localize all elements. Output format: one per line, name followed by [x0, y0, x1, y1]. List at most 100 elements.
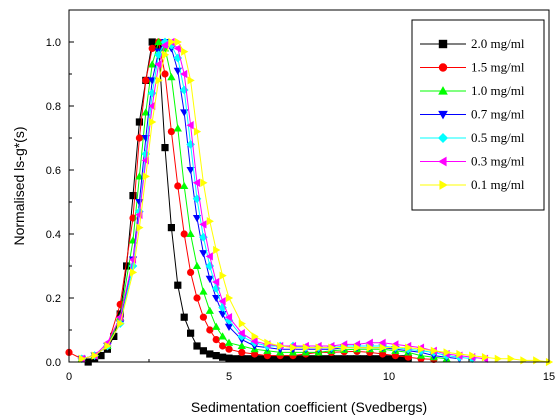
data-point — [181, 47, 189, 56]
data-point — [238, 348, 246, 356]
data-point — [199, 250, 208, 258]
data-point — [224, 313, 233, 322]
data-point — [212, 336, 220, 344]
data-point — [180, 69, 188, 79]
data-point — [154, 37, 163, 46]
data-point — [250, 337, 258, 346]
data-point — [161, 70, 169, 78]
data-point — [277, 341, 285, 351]
data-point — [167, 128, 175, 136]
data-point — [347, 355, 355, 363]
data-point — [161, 50, 170, 59]
data-point — [187, 268, 195, 276]
data-point — [379, 355, 387, 363]
data-point — [205, 252, 213, 261]
legend-item: 0.5 mg/ml — [420, 130, 525, 145]
y-tick-label: 0.0 — [46, 357, 61, 369]
x-tick-label: 0 — [66, 371, 72, 383]
data-point — [179, 85, 189, 95]
data-point — [206, 217, 214, 226]
data-point — [180, 313, 188, 321]
data-point — [212, 277, 220, 287]
data-point — [193, 342, 201, 350]
data-point — [141, 108, 150, 116]
data-point — [264, 338, 272, 347]
data-point — [365, 338, 373, 347]
series-7 — [78, 37, 554, 367]
data-point — [173, 124, 182, 132]
data-point — [366, 343, 374, 352]
data-point — [186, 166, 195, 175]
series-line — [81, 41, 486, 360]
data-point — [91, 351, 99, 360]
data-point — [193, 294, 201, 302]
data-point — [97, 352, 105, 360]
data-point — [174, 37, 182, 47]
legend-label: 2.0 mg/ml — [471, 36, 525, 51]
y-tick-label: 1.0 — [46, 37, 61, 49]
x-tick-label: 15 — [543, 371, 555, 383]
data-point — [219, 353, 227, 361]
axis-ticks: 0 5 10 15 0.0 0.2 0.4 0.6 0.8 1.0 — [46, 37, 555, 383]
data-point — [129, 268, 138, 277]
data-point — [218, 332, 227, 340]
data-point — [149, 117, 157, 127]
legend-marker — [438, 63, 448, 72]
data-point — [192, 178, 201, 187]
data-point — [237, 341, 246, 350]
data-point — [199, 220, 207, 229]
data-point — [219, 342, 227, 350]
data-point — [315, 355, 323, 363]
data-point — [205, 275, 214, 283]
data-point — [136, 223, 144, 232]
legend-label: 0.1 mg/ml — [471, 177, 525, 192]
data-point — [142, 172, 150, 181]
data-point — [199, 313, 207, 321]
legend-marker — [437, 132, 449, 144]
data-point — [244, 355, 252, 363]
data-point — [289, 343, 298, 352]
data-point — [366, 355, 374, 363]
data-point — [168, 37, 176, 47]
data-point — [225, 293, 234, 303]
data-point — [155, 76, 163, 85]
data-point — [148, 38, 156, 46]
data-point — [238, 319, 246, 328]
data-point — [494, 354, 502, 363]
data-point — [187, 76, 195, 85]
data-point — [160, 41, 169, 50]
data-point — [257, 355, 265, 363]
data-point — [430, 346, 438, 355]
data-point — [315, 343, 323, 352]
data-point — [192, 261, 202, 270]
data-point — [123, 262, 131, 270]
data-point — [295, 355, 303, 363]
data-point — [205, 306, 214, 314]
legend-item: 2.0 mg/ml — [420, 36, 525, 51]
data-point — [507, 354, 515, 363]
data-point — [110, 332, 118, 340]
data-curves — [65, 37, 554, 367]
data-point — [135, 134, 143, 142]
data-point — [238, 355, 246, 363]
data-point — [469, 351, 477, 360]
data-point — [142, 76, 150, 84]
legend-label: 0.5 mg/ml — [471, 130, 525, 145]
data-point — [481, 353, 490, 362]
data-point — [392, 343, 400, 352]
legend-item: 0.3 mg/ml — [420, 154, 525, 169]
data-point — [270, 355, 278, 363]
data-point — [206, 326, 214, 334]
data-point — [378, 338, 386, 347]
data-point — [456, 349, 464, 359]
data-point — [251, 355, 259, 363]
legend-marker — [438, 86, 448, 95]
legend-label: 1.0 mg/ml — [471, 83, 525, 98]
y-tick-label: 0.2 — [46, 293, 61, 305]
data-point — [186, 121, 194, 130]
legend-marker — [438, 156, 447, 167]
data-point — [219, 271, 227, 280]
data-point — [341, 343, 349, 352]
data-point — [174, 281, 182, 289]
data-point — [302, 355, 310, 363]
